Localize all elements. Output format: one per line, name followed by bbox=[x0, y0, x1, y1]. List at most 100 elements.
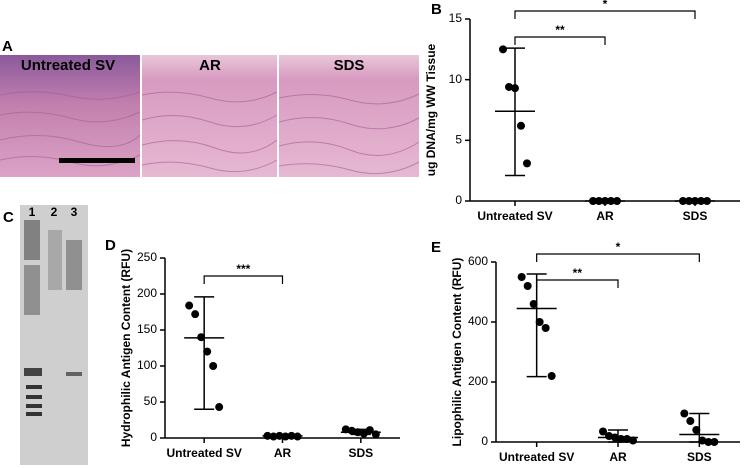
data-point bbox=[341, 425, 350, 434]
data-point bbox=[697, 197, 705, 205]
x-tick-label: Untreated SV bbox=[499, 450, 574, 464]
scale-bar bbox=[59, 158, 135, 163]
significance-label: ** bbox=[573, 266, 583, 280]
panel-label: E bbox=[431, 239, 441, 256]
significance-label: ** bbox=[555, 23, 565, 37]
data-point bbox=[517, 121, 525, 130]
data-point bbox=[692, 426, 701, 434]
data-point bbox=[185, 301, 194, 310]
data-point bbox=[505, 82, 513, 91]
y-tick-label: 150 bbox=[137, 322, 157, 336]
data-point bbox=[275, 431, 284, 440]
significance-label: *** bbox=[236, 262, 250, 276]
lane-label: 2 bbox=[51, 205, 58, 219]
data-point bbox=[191, 310, 200, 319]
y-tick-label: 600 bbox=[468, 254, 488, 268]
data-point bbox=[611, 433, 619, 442]
data-point bbox=[601, 197, 609, 205]
x-tick-label: SDS bbox=[348, 446, 373, 460]
y-tick-label: 200 bbox=[137, 286, 157, 300]
x-tick-label: AR bbox=[596, 209, 614, 223]
x-tick-label: SDS bbox=[683, 209, 708, 223]
data-point bbox=[685, 197, 693, 205]
data-point bbox=[499, 45, 507, 54]
data-point bbox=[203, 347, 212, 356]
data-point bbox=[365, 426, 374, 435]
image-label: Untreated SV bbox=[21, 57, 115, 74]
data-point bbox=[595, 197, 603, 205]
significance-label: * bbox=[616, 240, 621, 254]
data-point bbox=[535, 318, 544, 326]
y-tick-label: 0 bbox=[455, 193, 462, 207]
significance-bracket bbox=[536, 253, 700, 262]
data-point bbox=[605, 432, 613, 440]
data-point bbox=[623, 435, 631, 443]
panel-label: B bbox=[431, 1, 442, 18]
x-tick-label: Untreated SV bbox=[477, 209, 552, 223]
x-tick-label: AR bbox=[609, 450, 627, 464]
x-tick-label: Untreated SV bbox=[166, 446, 241, 460]
data-point bbox=[523, 159, 531, 168]
histology-image bbox=[279, 55, 419, 177]
lane-label: 1 bbox=[29, 205, 36, 219]
significance-bracket bbox=[203, 275, 284, 284]
y-axis-label: Lipophilic Antigen Content (RFU) bbox=[450, 258, 464, 447]
data-point bbox=[710, 438, 719, 446]
gel-bands bbox=[24, 220, 82, 416]
significance-bracket bbox=[514, 36, 606, 45]
data-point bbox=[511, 84, 519, 93]
data-point bbox=[293, 432, 302, 441]
data-point bbox=[263, 431, 272, 440]
data-point bbox=[679, 197, 687, 205]
panel-label: A bbox=[2, 38, 13, 55]
image-label: AR bbox=[199, 57, 221, 74]
data-point bbox=[629, 436, 637, 445]
panel-label: D bbox=[105, 237, 116, 254]
y-tick-label: 250 bbox=[137, 250, 157, 264]
data-point bbox=[589, 197, 597, 205]
data-point bbox=[617, 435, 625, 443]
data-point bbox=[613, 197, 621, 205]
image-label: SDS bbox=[334, 57, 365, 74]
data-point bbox=[215, 403, 224, 412]
y-tick-label: 50 bbox=[144, 394, 158, 408]
y-tick-label: 5 bbox=[455, 133, 462, 147]
data-point bbox=[371, 430, 380, 439]
data-point bbox=[347, 426, 356, 435]
data-point bbox=[541, 324, 550, 332]
y-tick-label: 0 bbox=[481, 434, 488, 448]
data-point bbox=[698, 436, 707, 445]
y-axis-label: ug DNA/mg WW Tissue bbox=[424, 43, 438, 176]
lane-label: 3 bbox=[71, 205, 78, 219]
data-point bbox=[517, 273, 526, 281]
data-point bbox=[523, 282, 532, 290]
data-point bbox=[287, 431, 296, 440]
y-tick-label: 200 bbox=[468, 374, 488, 388]
significance-bracket bbox=[514, 10, 696, 19]
data-point bbox=[686, 417, 695, 425]
y-tick-label: 100 bbox=[137, 358, 157, 372]
panel-label: C bbox=[3, 209, 14, 226]
x-tick-label: AR bbox=[274, 446, 292, 460]
data-point bbox=[353, 428, 362, 437]
data-point bbox=[209, 362, 218, 370]
x-tick-label: SDS bbox=[687, 450, 712, 464]
data-point bbox=[529, 300, 538, 308]
data-point bbox=[680, 409, 689, 418]
y-tick-label: 15 bbox=[449, 11, 463, 25]
significance-bracket bbox=[536, 279, 619, 288]
data-point bbox=[359, 429, 368, 438]
y-tick-label: 10 bbox=[449, 72, 463, 86]
y-tick-label: 400 bbox=[468, 314, 488, 328]
data-point bbox=[281, 432, 290, 441]
data-point bbox=[547, 372, 556, 380]
data-point bbox=[599, 427, 607, 436]
y-axis-label: Hydrophilic Antigen Content (RFU) bbox=[119, 249, 133, 447]
data-point bbox=[691, 197, 699, 205]
significance-label: * bbox=[603, 0, 608, 11]
tissue-texture bbox=[0, 91, 420, 175]
data-point bbox=[704, 438, 713, 446]
data-point bbox=[197, 333, 206, 342]
y-tick-label: 0 bbox=[150, 430, 157, 444]
